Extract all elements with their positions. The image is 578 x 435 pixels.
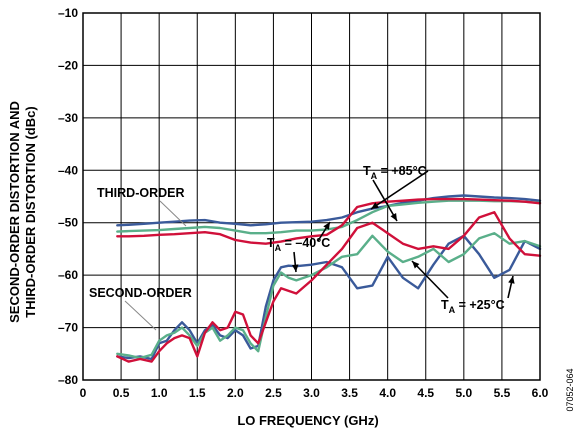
x-tick-label: 5.5 bbox=[494, 386, 511, 400]
label-third-order: THIRD-ORDER bbox=[97, 186, 185, 200]
plot-frame bbox=[82, 12, 541, 381]
label-second-order: SECOND-ORDER bbox=[89, 286, 192, 300]
arrow-plus25-right-head bbox=[508, 276, 515, 284]
x-tick-label: 3.5 bbox=[341, 386, 358, 400]
figure-id: 07052-064 bbox=[565, 368, 575, 411]
y-tick-label: –70 bbox=[58, 321, 78, 335]
arrow-minus40-upper-head bbox=[323, 222, 330, 230]
x-axis-title: LO FREQUENCY (GHz) bbox=[237, 413, 378, 428]
series-line bbox=[116, 211, 542, 363]
series-line bbox=[116, 197, 542, 245]
y-tick-label: –20 bbox=[58, 58, 78, 72]
series-line bbox=[116, 199, 542, 235]
leader-third-order bbox=[159, 200, 187, 227]
label-ta-minus40: TA = –40°C bbox=[267, 236, 330, 253]
leader-second-order bbox=[124, 300, 157, 331]
data-series bbox=[116, 194, 542, 363]
arrow-plus25-left-head bbox=[412, 261, 420, 269]
y-axis-title-line2: THIRD-ORDER DISTORTION (dBc) bbox=[23, 106, 38, 317]
arrow-plus25-left bbox=[411, 260, 449, 299]
arrow-plus85-lower-head bbox=[390, 213, 397, 221]
label-ta-plus85: TA = +85°C bbox=[363, 164, 427, 181]
grid-lines bbox=[83, 13, 540, 380]
x-tick-label: 3.0 bbox=[303, 386, 320, 400]
x-tick-labels: 0 0.5 1.0 1.5 2.0 2.5 3.0 3.5 4.0 4.5 5.0 5.5 6.0 bbox=[80, 386, 549, 400]
series-line bbox=[116, 234, 542, 361]
x-tick-label: 4.5 bbox=[417, 386, 434, 400]
x-tick-label: 6.0 bbox=[532, 386, 549, 400]
x-tick-label: 1.5 bbox=[189, 386, 206, 400]
x-tick-label: 0.5 bbox=[113, 386, 130, 400]
y-tick-label: –50 bbox=[58, 216, 78, 230]
x-tick-label: 1.0 bbox=[151, 386, 168, 400]
series-line bbox=[116, 232, 542, 360]
y-tick-label: –40 bbox=[58, 163, 78, 177]
y-tick-label: –60 bbox=[58, 268, 78, 282]
x-tick-label: 0 bbox=[80, 386, 87, 400]
arrow-minus40-lower-head bbox=[292, 264, 299, 272]
x-tick-label: 4.0 bbox=[379, 386, 396, 400]
x-tick-label: 2.5 bbox=[265, 386, 282, 400]
y-tick-labels: –10 –20 –30 –40 –50 –60 –70 –80 bbox=[58, 6, 78, 387]
y-tick-label: –80 bbox=[58, 373, 78, 387]
x-tick-label: 5.0 bbox=[455, 386, 472, 400]
arrow-plus85-upper bbox=[370, 170, 429, 210]
y-tick-label: –10 bbox=[58, 6, 78, 20]
y-axis-title-line1: SECOND-ORDER DISTORTION AND bbox=[7, 101, 22, 323]
label-ta-plus25: TA = +25°C bbox=[441, 298, 505, 315]
y-tick-label: –30 bbox=[58, 111, 78, 125]
arrow-plus85-upper-head bbox=[371, 202, 379, 209]
x-tick-label: 2.0 bbox=[227, 386, 244, 400]
annotation-arrows bbox=[124, 170, 515, 331]
series-line bbox=[116, 194, 542, 227]
